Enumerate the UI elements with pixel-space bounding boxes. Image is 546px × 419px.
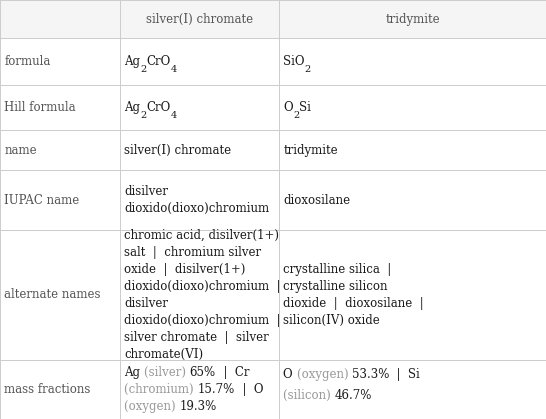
Bar [120,130,279,170]
Text: SiO: SiO [283,55,305,68]
Text: dioxosilane: dioxosilane [283,194,351,207]
Text: IUPAC name: IUPAC name [4,194,80,207]
Text: (silver): (silver) [144,366,189,379]
Bar [120,85,279,130]
Text: 4: 4 [170,65,177,74]
Bar [279,360,546,419]
Bar [120,38,279,85]
Bar [120,170,279,230]
Bar [279,38,546,85]
Text: |  Cr: | Cr [216,366,249,379]
Text: 19.3%: 19.3% [179,400,217,413]
Text: (oxygen): (oxygen) [296,368,352,381]
Text: CrO: CrO [146,55,170,68]
Text: mass fractions: mass fractions [4,383,91,396]
Text: Ag: Ag [124,55,140,68]
Text: 46.7%: 46.7% [335,389,372,402]
Text: Si: Si [299,101,311,114]
Bar [0,170,120,230]
Text: 2: 2 [293,111,299,120]
Text: 2: 2 [140,65,146,74]
Text: disilver
dioxido(dioxo)chromium: disilver dioxido(dioxo)chromium [124,185,269,215]
Text: O: O [283,368,296,381]
Text: Hill formula: Hill formula [4,101,76,114]
Text: name: name [4,144,37,157]
Text: CrO: CrO [146,101,170,114]
Text: 4: 4 [170,111,177,120]
Text: O: O [283,101,293,114]
Text: chromic acid, disilver(1+)
salt  |  chromium silver
oxide  |  disilver(1+)
dioxi: chromic acid, disilver(1+) salt | chromi… [124,229,281,361]
Text: crystalline silica  |
crystalline silicon
dioxide  |  dioxosilane  |
silicon(IV): crystalline silica | crystalline silicon… [283,263,424,327]
Bar [120,0,279,38]
Text: 15.7%: 15.7% [197,383,235,396]
Text: silver(I) chromate: silver(I) chromate [146,13,253,26]
Text: alternate names: alternate names [4,288,101,301]
Bar [0,85,120,130]
Bar [279,85,546,130]
Text: silver(I) chromate: silver(I) chromate [124,144,231,157]
Text: tridymite: tridymite [385,13,440,26]
Text: 2: 2 [305,65,311,74]
Text: formula: formula [4,55,51,68]
Text: 65%: 65% [189,366,216,379]
Bar [120,360,279,419]
Bar [279,230,546,360]
Bar [0,38,120,85]
Text: |  Si: | Si [389,368,420,381]
Bar [279,130,546,170]
Bar [0,0,120,38]
Bar [0,130,120,170]
Bar [120,230,279,360]
Text: |  O: | O [235,383,263,396]
Bar [0,230,120,360]
Text: (oxygen): (oxygen) [124,400,179,413]
Text: 2: 2 [140,111,146,120]
Bar [279,0,546,38]
Text: tridymite: tridymite [283,144,338,157]
Text: (chromium): (chromium) [124,383,197,396]
Text: (silicon): (silicon) [283,389,335,402]
Bar [0,360,120,419]
Text: 53.3%: 53.3% [352,368,389,381]
Text: Ag: Ag [124,366,144,379]
Bar [279,170,546,230]
Text: Ag: Ag [124,101,140,114]
